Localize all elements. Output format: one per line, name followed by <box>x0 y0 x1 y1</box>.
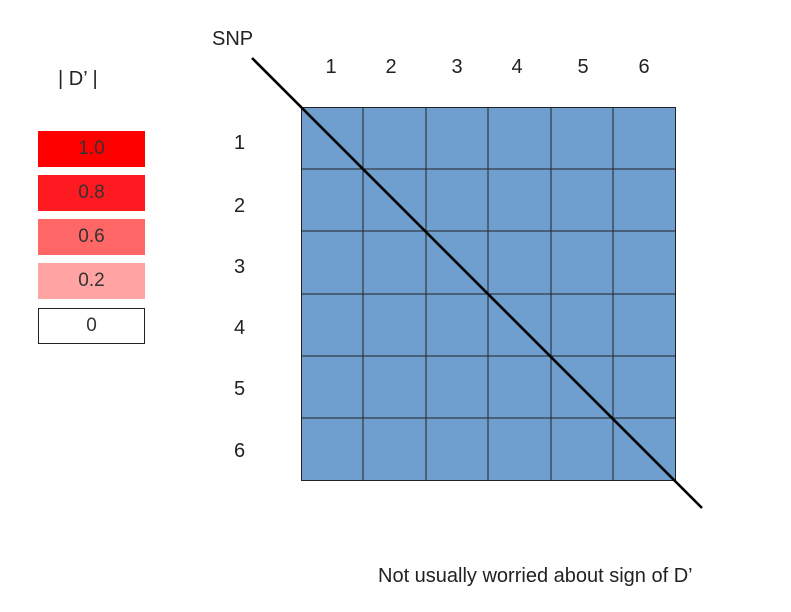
legend-label: 0.8 <box>78 182 105 203</box>
row-label: 5 <box>234 378 246 400</box>
column-label: 5 <box>577 56 589 78</box>
legend-label: 1.0 <box>78 138 105 159</box>
footnote: Not usually worried about sign of D’ <box>378 565 693 587</box>
legend-label: 0 <box>86 315 97 336</box>
legend-title: | D’ | <box>58 68 98 90</box>
legend-label: 0.2 <box>78 270 105 291</box>
row-label: 6 <box>234 440 246 462</box>
row-label: 3 <box>234 256 246 278</box>
legend-label: 0.6 <box>78 226 105 247</box>
row-label: 4 <box>234 317 246 339</box>
legend-item-0-6: 0.6 <box>38 219 145 255</box>
legend-item-0-2: 0.2 <box>38 263 145 299</box>
column-label: 3 <box>451 56 463 78</box>
legend-item-0: 0 <box>38 308 145 344</box>
column-label: 6 <box>638 56 650 78</box>
row-label: 2 <box>234 195 246 217</box>
diagonal-line <box>251 57 703 509</box>
row-label: 1 <box>234 132 246 154</box>
column-label: 4 <box>511 56 523 78</box>
legend-item-1-0: 1.0 <box>38 131 145 167</box>
column-label: 2 <box>385 56 397 78</box>
snp-axis-label: SNP <box>212 28 254 50</box>
legend-item-0-8: 0.8 <box>38 175 145 211</box>
column-label: 1 <box>325 56 337 78</box>
